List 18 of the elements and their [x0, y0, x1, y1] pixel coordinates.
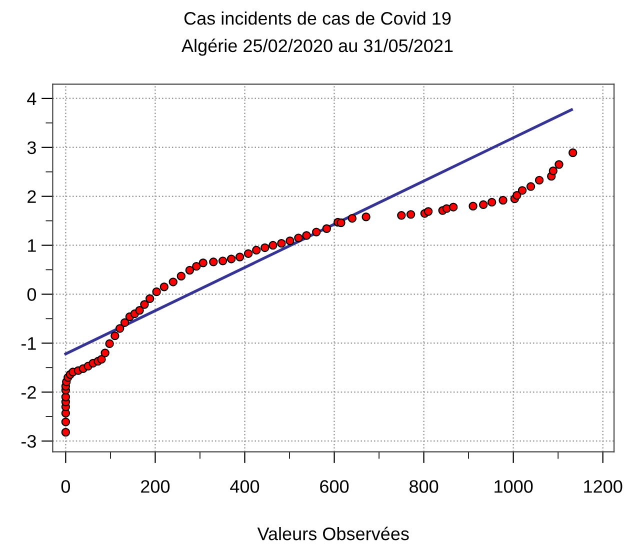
x-tick-label: 1000	[494, 480, 533, 493]
y-tick-label: 2	[28, 190, 36, 203]
y-tick-label: -2	[21, 386, 36, 399]
x-tick-label: 400	[230, 480, 260, 493]
x-tick-label: 1200	[584, 480, 622, 493]
x-tick-label: 800	[410, 480, 438, 493]
x-tick-label: 200	[141, 480, 170, 493]
y-tick-label: 4	[27, 92, 36, 105]
y-tick-label: 0	[27, 288, 36, 301]
y-tick-label: 1	[28, 239, 36, 252]
x-tick-label: 0	[61, 480, 70, 493]
x-tick-label: 600	[320, 480, 349, 493]
y-tick-label: 3	[27, 141, 36, 154]
chart-title: Cas incidents de cas de Covid 19	[184, 12, 451, 25]
x-axis-title: Valeurs Observées	[257, 526, 409, 540]
y-tick-label: -1	[21, 337, 36, 350]
chart-subtitle: Algérie 25/02/2020 au 31/05/2021	[182, 38, 453, 56]
y-tick-label: -3	[21, 434, 36, 448]
